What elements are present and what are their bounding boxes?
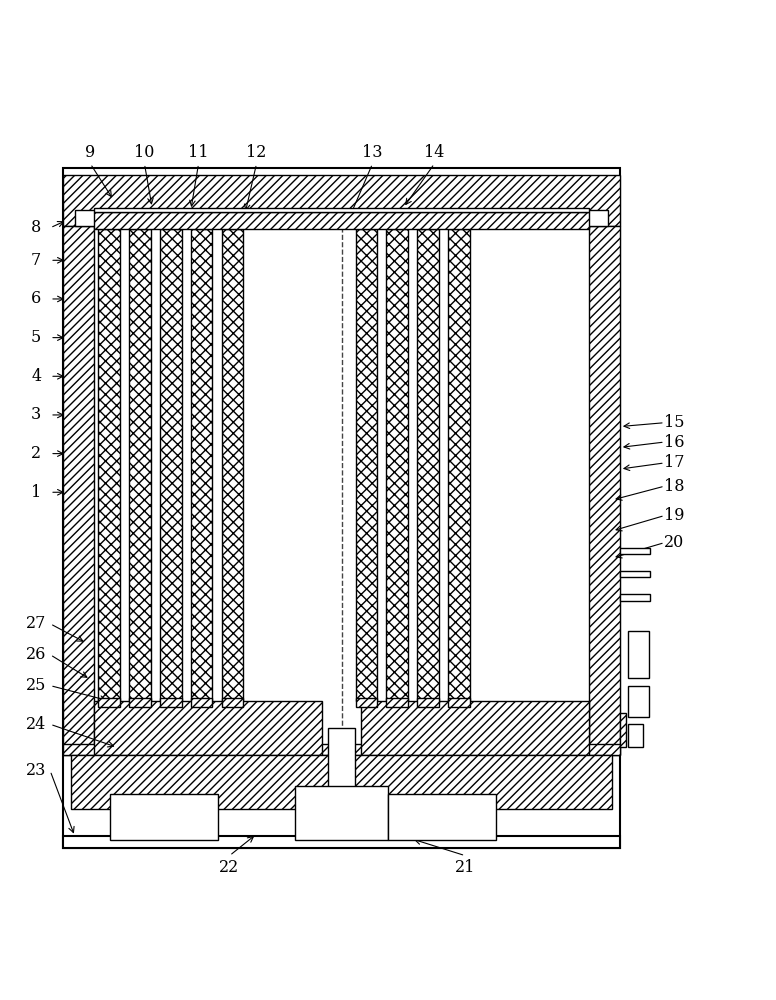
Text: 13: 13 (362, 144, 383, 161)
Bar (98, 698, 120, 707)
Bar (94, 208, 589, 212)
Bar (98, 229, 120, 701)
Bar (386, 698, 408, 707)
Bar (64, 226, 94, 755)
Bar (628, 724, 643, 747)
Bar (449, 229, 470, 701)
Bar (355, 229, 377, 701)
Bar (355, 698, 377, 707)
Bar (361, 701, 589, 755)
Text: 18: 18 (663, 478, 684, 495)
Text: 24: 24 (26, 716, 47, 733)
Bar (64, 836, 620, 848)
Bar (71, 755, 612, 809)
Bar (620, 594, 650, 601)
Bar (620, 571, 650, 577)
Bar (191, 698, 213, 707)
Text: 9: 9 (85, 144, 95, 161)
Text: 3: 3 (31, 406, 41, 423)
Text: 27: 27 (26, 615, 47, 632)
Bar (589, 226, 620, 755)
Bar (328, 728, 355, 809)
Bar (417, 229, 439, 701)
Text: 19: 19 (663, 507, 684, 524)
Bar (94, 701, 322, 755)
Bar (129, 229, 151, 701)
Bar (160, 698, 182, 707)
Text: 22: 22 (220, 859, 240, 876)
Text: 16: 16 (663, 434, 684, 451)
Text: 20: 20 (664, 534, 684, 551)
Bar (191, 229, 213, 701)
Text: 26: 26 (26, 646, 47, 663)
Bar (160, 229, 182, 701)
Bar (388, 794, 496, 840)
Text: 25: 25 (26, 677, 47, 694)
Bar (94, 212, 589, 229)
Bar (64, 175, 620, 226)
Bar (222, 698, 244, 707)
Bar (628, 686, 649, 717)
Text: 5: 5 (31, 329, 41, 346)
Bar (620, 713, 626, 747)
Text: 17: 17 (663, 454, 684, 471)
Text: 4: 4 (31, 368, 41, 385)
Bar (129, 698, 151, 707)
Text: 11: 11 (189, 144, 209, 161)
Text: 10: 10 (134, 144, 154, 161)
Bar (295, 786, 388, 840)
Text: 1: 1 (31, 484, 41, 501)
Bar (628, 631, 649, 678)
Bar (386, 229, 408, 701)
Text: 14: 14 (424, 144, 445, 161)
Text: 21: 21 (456, 859, 476, 876)
Text: 7: 7 (31, 252, 41, 269)
Text: 12: 12 (246, 144, 267, 161)
Text: 23: 23 (26, 762, 47, 779)
Text: 8: 8 (31, 219, 41, 236)
Text: 2: 2 (31, 445, 41, 462)
Bar (222, 229, 244, 701)
Bar (74, 210, 608, 226)
Bar (620, 548, 650, 554)
Bar (417, 698, 439, 707)
Bar (64, 168, 620, 848)
Text: 6: 6 (31, 290, 41, 307)
Bar (109, 794, 218, 840)
Bar (64, 744, 620, 755)
Text: 15: 15 (663, 414, 684, 431)
Bar (449, 698, 470, 707)
